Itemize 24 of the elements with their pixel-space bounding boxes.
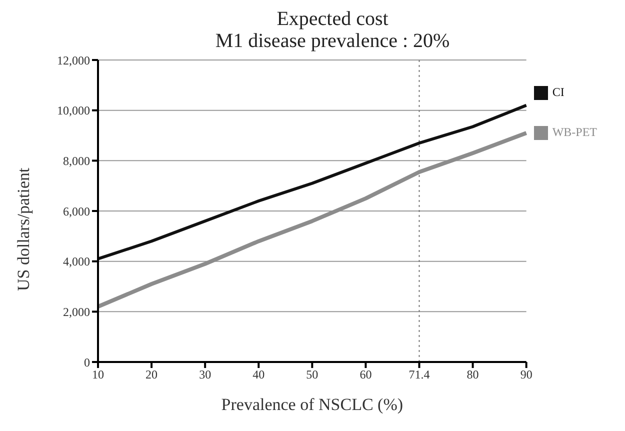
x-tick-label: 50	[306, 368, 318, 382]
chart-title: Expected cost	[276, 8, 390, 30]
x-tick-label: 71.4	[408, 368, 430, 382]
x-tick-label: 40	[252, 368, 265, 382]
y-tick-label: 0	[84, 355, 90, 370]
line-series	[96, 130, 528, 309]
x-tick-label: 20	[146, 368, 158, 382]
x-axis-title: Prevalence of NSCLC (%)	[221, 395, 404, 414]
legend-label: WB-PET	[552, 125, 597, 139]
y-tick-label: 12,000	[57, 53, 90, 68]
x-tick-label: 80	[466, 368, 479, 382]
y-tick-label: 2,000	[63, 304, 90, 319]
x-tick-label: 60	[360, 368, 372, 382]
y-tick-label: 6,000	[63, 204, 90, 218]
line-series	[96, 104, 528, 260]
legend-label: CI	[552, 85, 564, 99]
chart-subtitle: M1 disease prevalence : 20%	[214, 30, 451, 52]
y-tick-label: 8,000	[63, 154, 90, 168]
y-tick-label: 4,000	[63, 254, 90, 269]
y-tick-label: 10,000	[57, 104, 90, 118]
x-tick-label: 90	[520, 368, 532, 382]
x-tick-label: 10	[92, 368, 104, 382]
x-tick-label: 30	[199, 368, 212, 382]
y-axis-title: US dollars/patient	[14, 167, 34, 291]
